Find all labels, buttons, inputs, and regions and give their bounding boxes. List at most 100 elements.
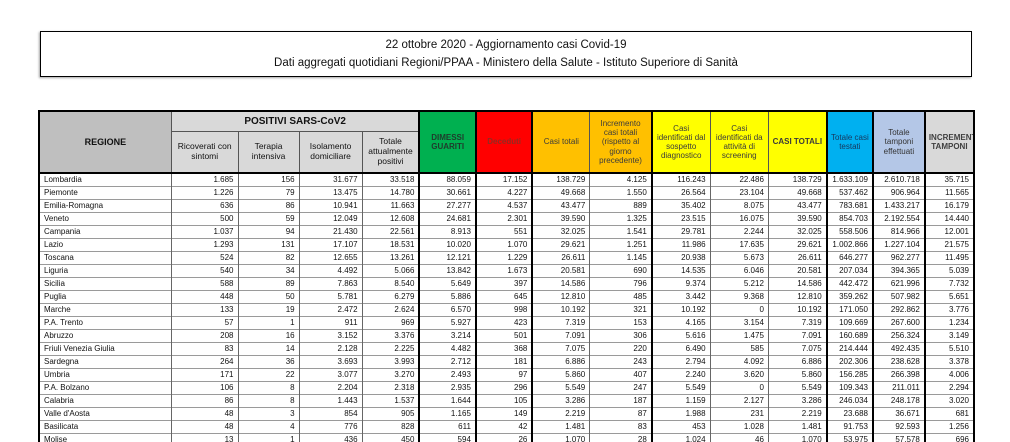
- value-cell: 4.006: [923, 368, 974, 382]
- value-cell: 2.624: [361, 303, 420, 317]
- value-cell: 6.490: [650, 342, 711, 356]
- value-cell: 264: [170, 355, 239, 369]
- value-cell: 594: [418, 433, 476, 442]
- value-cell: 2.127: [709, 394, 769, 408]
- value-cell: 32.025: [531, 225, 590, 239]
- value-cell: 28: [589, 433, 652, 442]
- value-cell: 13: [170, 433, 239, 442]
- value-cell: 12.810: [767, 290, 827, 304]
- value-cell: 11.495: [923, 251, 974, 265]
- value-cell: 5.510: [923, 342, 974, 356]
- value-cell: 4.165: [650, 316, 711, 330]
- value-cell: 4.492: [298, 264, 363, 278]
- value-cell: 17.107: [298, 238, 363, 252]
- value-cell: 9.368: [709, 290, 769, 304]
- value-cell: 211.011: [872, 381, 925, 395]
- value-cell: 31.677: [298, 172, 363, 187]
- table-row: Molise 13 1 436 450 594 26 1.070 28 1.024 46 1.070…: [39, 433, 974, 442]
- value-cell: 171.050: [825, 303, 873, 317]
- value-cell: 854: [298, 407, 363, 421]
- value-cell: 8: [237, 394, 300, 408]
- value-cell: 11.986: [650, 238, 711, 252]
- value-cell: 57: [170, 316, 239, 330]
- region-cell: Marche: [39, 303, 172, 317]
- value-cell: 1.028: [709, 420, 769, 434]
- value-cell: 636: [170, 199, 239, 213]
- value-cell: 6.279: [361, 290, 420, 304]
- value-cell: 368: [474, 342, 533, 356]
- value-cell: 87: [589, 407, 652, 421]
- region-cell: Liguria: [39, 264, 172, 278]
- value-cell: 16.179: [923, 199, 974, 213]
- value-cell: 3.993: [361, 355, 420, 369]
- value-cell: 3.442: [650, 290, 711, 304]
- value-cell: 645: [474, 290, 533, 304]
- region-cell: Puglia: [39, 290, 172, 304]
- region-cell: Sicilia: [39, 277, 172, 291]
- value-cell: 48: [170, 407, 239, 421]
- value-cell: 35.402: [650, 199, 711, 213]
- report-subtitle-line: Dati aggregati quotidiani Regioni/PPAA -…: [274, 57, 738, 70]
- value-cell: 3.270: [361, 368, 420, 382]
- value-cell: 43.477: [767, 199, 827, 213]
- value-cell: 6.886: [531, 355, 590, 369]
- value-cell: 306: [589, 329, 652, 343]
- report-title-box: 22 ottobre 2020 - Aggiornamento casi Cov…: [40, 31, 972, 77]
- value-cell: 53.975: [825, 433, 873, 442]
- table-row: Sardegna 264 36 3.693 3.993 2.712 181 6.886 243…: [39, 355, 974, 369]
- value-cell: 2.493: [418, 368, 476, 382]
- value-cell: 14: [237, 342, 300, 356]
- value-cell: 696: [923, 433, 974, 442]
- value-cell: 442.472: [825, 277, 873, 291]
- value-cell: 450: [361, 433, 420, 442]
- value-cell: 551: [474, 225, 533, 239]
- value-cell: 14.440: [923, 212, 974, 226]
- value-cell: 14.780: [361, 186, 420, 200]
- value-cell: 83: [589, 420, 652, 434]
- value-cell: 588: [170, 277, 239, 291]
- value-cell: 49.668: [767, 186, 827, 200]
- value-cell: 267.600: [872, 316, 925, 330]
- value-cell: 1.550: [589, 186, 652, 200]
- column-header-casi-totali: Casi totali: [531, 111, 590, 174]
- column-header-deceduti: Deceduti: [474, 111, 533, 174]
- value-cell: 92.593: [872, 420, 925, 434]
- value-cell: 116.243: [650, 172, 711, 187]
- value-cell: 10.192: [650, 303, 711, 317]
- value-cell: 220: [589, 342, 652, 356]
- value-cell: 5.860: [531, 368, 590, 382]
- value-cell: 14.586: [767, 277, 827, 291]
- region-cell: Toscana: [39, 251, 172, 265]
- value-cell: 156: [237, 172, 300, 187]
- value-cell: 1.251: [589, 238, 652, 252]
- value-cell: 91.753: [825, 420, 873, 434]
- value-cell: 11.663: [361, 199, 420, 213]
- value-cell: 106: [170, 381, 239, 395]
- value-cell: 46: [709, 433, 769, 442]
- value-cell: 1.256: [923, 420, 974, 434]
- value-cell: 3.020: [923, 394, 974, 408]
- value-cell: 3.286: [767, 394, 827, 408]
- value-cell: 448: [170, 290, 239, 304]
- value-cell: 485: [589, 290, 652, 304]
- value-cell: 19: [237, 303, 300, 317]
- value-cell: 5.886: [418, 290, 476, 304]
- value-cell: 5.212: [709, 277, 769, 291]
- value-cell: 7.075: [767, 342, 827, 356]
- value-cell: 4.482: [418, 342, 476, 356]
- value-cell: 4.537: [474, 199, 533, 213]
- report-date-line: 22 ottobre 2020 - Aggiornamento casi Cov…: [385, 38, 627, 51]
- value-cell: 22.561: [361, 225, 420, 239]
- value-cell: 138.729: [767, 172, 827, 187]
- value-cell: 133: [170, 303, 239, 317]
- value-cell: 202.306: [825, 355, 873, 369]
- value-cell: 1.481: [767, 420, 827, 434]
- value-cell: 1.002.866: [825, 238, 873, 252]
- value-cell: 13.475: [298, 186, 363, 200]
- value-cell: 4.227: [474, 186, 533, 200]
- value-cell: 35.715: [923, 172, 974, 187]
- value-cell: 646.277: [825, 251, 873, 265]
- value-cell: 6.046: [709, 264, 769, 278]
- value-cell: 79: [237, 186, 300, 200]
- value-cell: 243: [589, 355, 652, 369]
